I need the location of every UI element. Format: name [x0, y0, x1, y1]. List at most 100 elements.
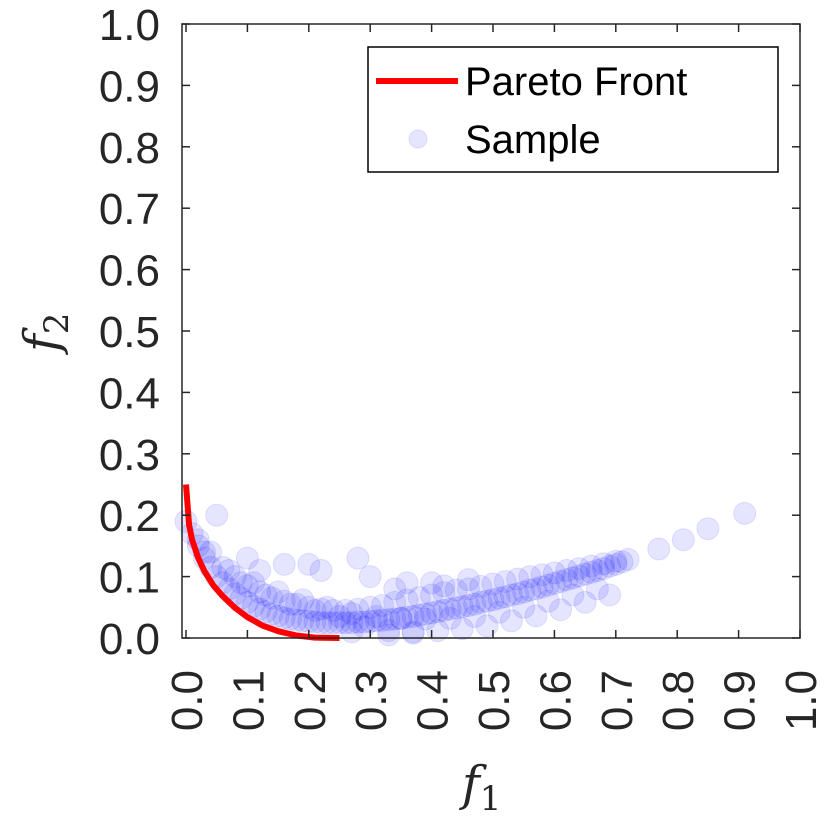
- sample-point: [536, 573, 560, 597]
- sample-point: [499, 583, 523, 607]
- sample-point: [340, 620, 364, 644]
- sample-point: [285, 592, 309, 616]
- sample-point: [235, 546, 259, 570]
- y-tick-label: 0.9: [99, 62, 160, 111]
- sample-point: [358, 565, 382, 589]
- sample-point: [463, 592, 487, 616]
- x-tick-label: 0.3: [347, 670, 396, 731]
- y-tick-label: 0.0: [99, 615, 160, 664]
- sample-point: [370, 608, 394, 632]
- legend: Pareto Front Sample: [367, 46, 779, 173]
- sample-point: [536, 589, 560, 613]
- sample-point: [499, 609, 523, 633]
- sample-point: [598, 583, 622, 607]
- sample-point: [364, 609, 388, 633]
- sample-point: [407, 603, 431, 627]
- sample-point: [334, 598, 358, 622]
- sample-point: [383, 577, 407, 601]
- sample-point: [549, 598, 573, 622]
- sample-point: [493, 570, 517, 594]
- legend-sample-label: Sample: [465, 118, 601, 162]
- sample-point: [444, 596, 468, 620]
- sample-point: [567, 557, 591, 581]
- sample-point: [475, 614, 499, 638]
- sample-point: [444, 578, 468, 602]
- sample-point: [475, 589, 499, 613]
- sample-point: [340, 611, 364, 635]
- sample-point: [524, 577, 548, 601]
- x-tick-label: 0.8: [654, 670, 703, 731]
- y-tick-label: 0.6: [99, 247, 160, 296]
- sample-point: [235, 574, 259, 598]
- sample-point: [377, 608, 401, 632]
- y-tick-label: 0.8: [99, 124, 160, 173]
- sample-point: [585, 558, 609, 582]
- sample-point: [199, 540, 223, 564]
- sample-point: [432, 574, 456, 598]
- sample-point: [248, 597, 272, 621]
- sample-point: [321, 611, 345, 635]
- sample-point: [604, 549, 628, 573]
- sample-point: [585, 577, 609, 601]
- sample-point: [542, 571, 566, 595]
- sample-point: [579, 560, 603, 584]
- sample-point: [616, 547, 640, 571]
- sample-point: [278, 607, 302, 631]
- y-tick-label: 0.5: [99, 308, 160, 357]
- sample-point: [524, 604, 548, 628]
- x-tick-label: 0.9: [716, 670, 765, 731]
- x-tick-label: 1.0: [777, 670, 826, 731]
- sample-point: [493, 585, 517, 609]
- sample-point: [266, 604, 290, 628]
- sample-point: [229, 571, 253, 595]
- sample-point: [254, 600, 278, 624]
- sample-point: [401, 621, 425, 645]
- sample-point: [242, 594, 266, 618]
- sample-point: [432, 598, 456, 622]
- sample-point: [334, 611, 358, 635]
- x-tick-labels: 0.0 0.1 0.2 0.3 0.4 0.5 0.6 0.7 0.8 0.9 1.0: [163, 670, 826, 731]
- sample-point: [211, 555, 235, 579]
- sample-point: [463, 605, 487, 629]
- x-tick-label: 0.5: [470, 670, 519, 731]
- x-tick-label: 0.4: [409, 670, 458, 731]
- sample-point: [481, 588, 505, 612]
- sample-point: [370, 593, 394, 617]
- sample-point: [346, 597, 370, 621]
- x-tick-label: 0.2: [286, 670, 335, 731]
- sample-point: [604, 552, 628, 576]
- sample-point: [217, 558, 241, 582]
- sample-point: [291, 609, 315, 633]
- sample-point: [561, 566, 585, 590]
- sample-point: [432, 581, 456, 605]
- sample-point: [315, 611, 339, 635]
- sample-point: [242, 571, 266, 595]
- sample-point: [260, 586, 284, 610]
- sample-point: [610, 550, 634, 574]
- sample-point: [297, 552, 321, 576]
- sample-point: [377, 623, 401, 647]
- sample-point: [530, 575, 554, 599]
- sample-point: [671, 528, 695, 552]
- sample-point: [733, 501, 757, 525]
- sample-point: [413, 602, 437, 626]
- sample-point: [346, 610, 370, 634]
- sample-point: [506, 582, 530, 606]
- sample-point: [561, 583, 585, 607]
- sample-point: [518, 565, 542, 589]
- sample-point: [487, 586, 511, 610]
- sample-point: [450, 595, 474, 619]
- sample-point: [389, 606, 413, 630]
- sample-point: [309, 558, 333, 582]
- sample-point: [303, 610, 327, 634]
- x-tick-label: 0.6: [531, 670, 580, 731]
- sample-point: [260, 602, 284, 626]
- sample-point: [592, 557, 616, 581]
- pareto-front-line: [183, 484, 340, 641]
- sample-point: [481, 572, 505, 596]
- sample-point: [291, 588, 315, 612]
- sample-point: [413, 607, 437, 631]
- sample-point: [248, 558, 272, 582]
- sample-point: [487, 600, 511, 624]
